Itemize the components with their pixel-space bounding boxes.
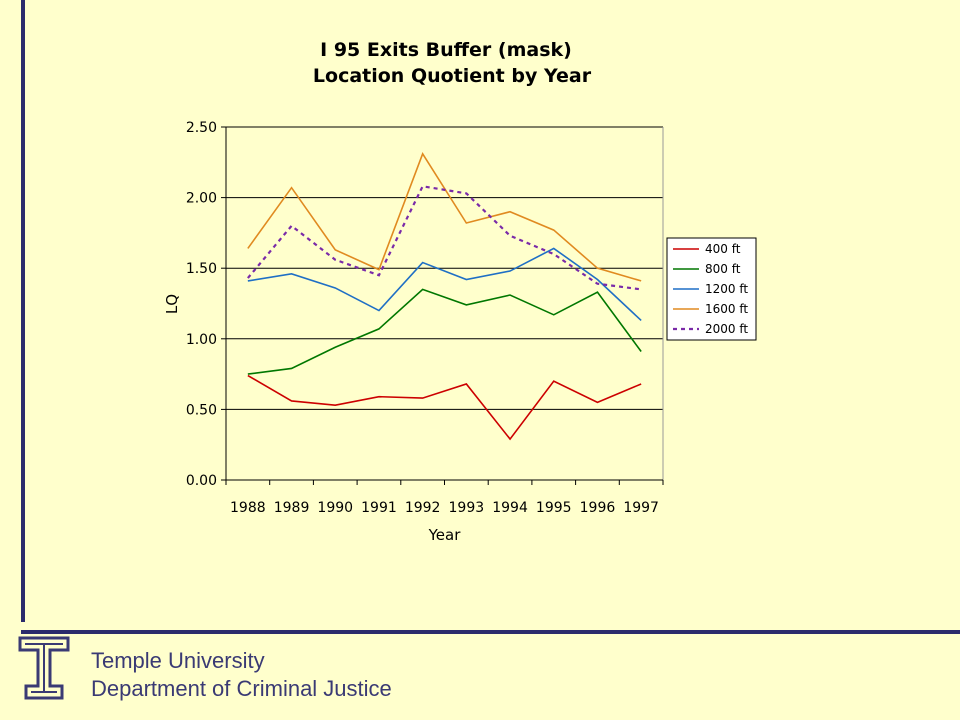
x-tick-label: 1994: [492, 500, 528, 516]
footer-university: Temple University: [91, 648, 265, 673]
x-tick-label: 1988: [230, 500, 266, 516]
series-line-2000-ft: [247, 185, 642, 291]
series-line-400-ft: [247, 374, 642, 441]
y-tick-label: 2.50: [186, 120, 217, 136]
y-tick-label: 1.50: [186, 261, 217, 277]
chart-title-line-2: Location Quotient by Year: [313, 65, 592, 87]
temple-logo: [18, 636, 70, 700]
legend-label: 2000 ft: [705, 322, 748, 336]
y-tick-label: 0.00: [186, 473, 217, 489]
lq-line-chart: I 95 Exits Buffer (mask) Location Quotie…: [163, 39, 757, 544]
x-tick-label: 1992: [405, 500, 441, 516]
y-tick-label: 0.50: [186, 402, 217, 418]
legend-label: 800 ft: [705, 262, 741, 276]
x-tick-label: 1991: [361, 500, 397, 516]
footer-department: Department of Criminal Justice: [91, 676, 392, 701]
legend-label: 1200 ft: [705, 282, 748, 296]
x-tick-label: 1990: [317, 500, 353, 516]
y-tick-label: 2.00: [186, 191, 217, 207]
y-tick-label: 1.00: [186, 332, 217, 348]
legend-label: 400 ft: [705, 242, 741, 256]
legend-label: 1600 ft: [705, 302, 748, 316]
chart-title-line-1: I 95 Exits Buffer (mask): [320, 39, 572, 61]
bottom-frame-bar: [21, 630, 960, 634]
series-line-800-ft: [247, 288, 642, 375]
x-tick-label: 1995: [536, 500, 572, 516]
x-axis-title: Year: [428, 526, 462, 544]
series-line-1200-ft: [247, 247, 642, 322]
y-axis-title: LQ: [163, 294, 181, 314]
series-line-1600-ft: [247, 152, 642, 282]
x-tick-label: 1996: [580, 500, 616, 516]
x-tick-label: 1997: [623, 500, 659, 516]
x-tick-label: 1989: [274, 500, 310, 516]
left-frame-bar: [21, 0, 25, 622]
x-tick-label: 1993: [449, 500, 485, 516]
